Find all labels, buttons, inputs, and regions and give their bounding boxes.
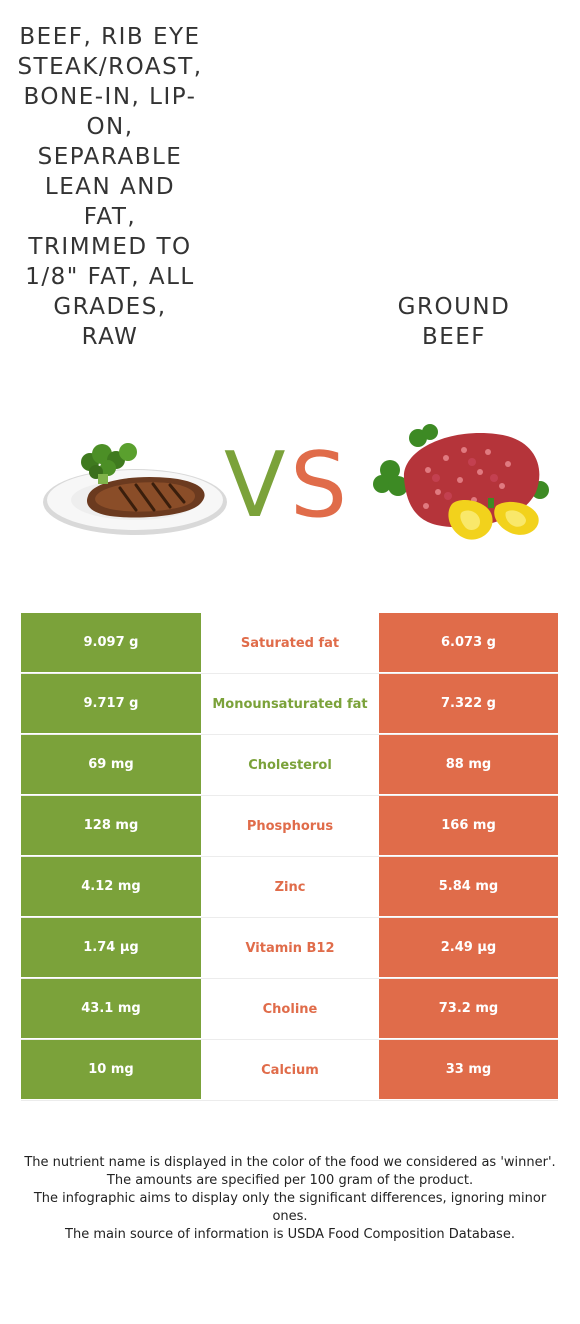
left-food-value: 9.097 g: [21, 613, 201, 673]
table-row: 1.74 µg Vitamin B12 2.49 µg: [21, 918, 558, 979]
left-food-title: BEEF, RIB EYE STEAK/ROAST, BONE-IN, LIP-…: [17, 24, 203, 350]
nutrient-name: Phosphorus: [201, 796, 379, 856]
left-food-value: 1.74 µg: [21, 918, 201, 978]
table-row: 69 mg Cholesterol 88 mg: [21, 735, 558, 796]
left-food-value: 4.12 mg: [21, 857, 201, 917]
nutrient-name: Calcium: [201, 1040, 379, 1100]
nutrient-name: Saturated fat: [201, 613, 379, 673]
table-row: 4.12 mg Zinc 5.84 mg: [21, 857, 558, 918]
right-food-value: 88 mg: [379, 735, 558, 795]
footer-line-source: The main source of information is USDA F…: [65, 1227, 515, 1242]
table-row: 128 mg Phosphorus 166 mg: [21, 796, 558, 857]
right-food-title: GROUND BEEF: [397, 294, 511, 350]
steak-plate-icon: [43, 443, 227, 535]
footer-line-winner-color: The nutrient name is displayed in the co…: [24, 1155, 556, 1170]
left-food-value: 43.1 mg: [21, 979, 201, 1039]
nutrient-comparison-table: 9.097 g Saturated fat 6.073 g 9.717 g Monoun…: [21, 613, 558, 1101]
footer-line-significant-differences: The infographic aims to display only the…: [33, 1191, 547, 1224]
left-food-value: 10 mg: [21, 1040, 201, 1100]
nutrient-name: Zinc: [201, 857, 379, 917]
table-row: 43.1 mg Choline 73.2 mg: [21, 979, 558, 1040]
table-row: 10 mg Calcium 33 mg: [21, 1040, 558, 1101]
table-row: 9.097 g Saturated fat 6.073 g: [21, 613, 558, 674]
right-food-value: 7.322 g: [379, 674, 558, 734]
table-row: 9.717 g Monounsaturated fat 7.322 g: [21, 674, 558, 735]
nutrient-name: Cholesterol: [201, 735, 379, 795]
nutrient-name: Choline: [201, 979, 379, 1039]
right-food-value: 5.84 mg: [379, 857, 558, 917]
right-food-value: 33 mg: [379, 1040, 558, 1100]
footer-line-per-100g: The amounts are specified per 100 gram o…: [106, 1173, 474, 1188]
left-food-value: 69 mg: [21, 735, 201, 795]
left-food-value: 128 mg: [21, 796, 201, 856]
nutrient-name: Monounsaturated fat: [201, 674, 379, 734]
right-food-value: 6.073 g: [379, 613, 558, 673]
footer-notes: The nutrient name is displayed in the co…: [18, 1154, 562, 1244]
right-food-value: 73.2 mg: [379, 979, 558, 1039]
left-food-value: 9.717 g: [21, 674, 201, 734]
vs-letter-s: S: [290, 433, 348, 538]
right-food-value: 166 mg: [379, 796, 558, 856]
vs-letter-v: V: [224, 433, 286, 538]
right-food-value: 2.49 µg: [379, 918, 558, 978]
nutrient-name: Vitamin B12: [201, 918, 379, 978]
ground-beef-icon: [373, 424, 549, 540]
